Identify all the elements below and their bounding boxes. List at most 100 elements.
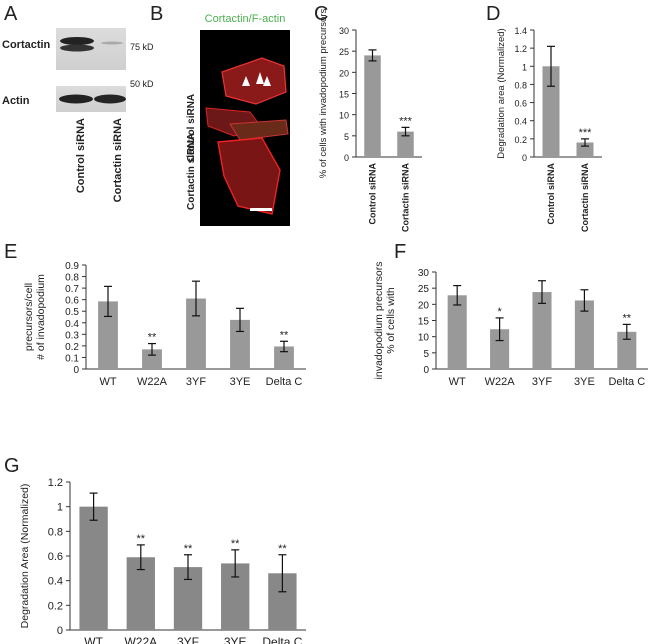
- panel-label: E: [4, 241, 17, 263]
- y-tick-label: 1.2: [48, 477, 63, 489]
- blot-row-label: Actin: [2, 95, 30, 107]
- y-tick-label: 0.8: [514, 80, 527, 90]
- scale-bar: [250, 208, 272, 211]
- marker-label: 75 kD: [130, 42, 154, 52]
- y-tick-label: 0: [344, 153, 349, 163]
- bar: [186, 298, 206, 369]
- bar: [532, 292, 552, 369]
- x-tick-label: WT: [84, 635, 103, 644]
- blot-band: [101, 41, 123, 45]
- bar: [576, 142, 594, 157]
- bar: [617, 331, 637, 369]
- blot-band: [60, 37, 94, 45]
- y-tick-label: 10: [339, 111, 349, 121]
- y-axis-label: precursors/cell: [23, 283, 35, 351]
- y-tick-label: 5: [344, 132, 349, 142]
- panel-label: B: [150, 3, 163, 25]
- x-tick-label: WT: [99, 376, 116, 388]
- significance: **: [231, 538, 240, 550]
- y-axis-label: % of cells with: [385, 287, 397, 354]
- y-tick-label: 0.7: [65, 284, 79, 295]
- bar: [79, 506, 108, 630]
- x-tick-label: Cortactin siRNA: [401, 163, 411, 233]
- y-tick-label: 0.6: [65, 296, 79, 307]
- blot-band: [59, 94, 93, 104]
- bar: [574, 300, 594, 369]
- image-row-label: Control siRNA: [186, 94, 197, 162]
- x-tick-label: 3YE: [224, 635, 247, 644]
- x-tick-label: W22A: [485, 376, 516, 388]
- x-tick-label: Delta C: [608, 376, 645, 388]
- panel-label: C: [314, 3, 328, 25]
- y-tick-label: 25: [339, 47, 349, 57]
- y-tick-label: 0.6: [48, 551, 63, 563]
- cell: [217, 137, 281, 215]
- x-tick-label: 3YF: [186, 376, 206, 388]
- y-tick-label: 30: [339, 26, 349, 36]
- y-tick-label: 0.4: [514, 117, 527, 127]
- x-tick-label: 3YE: [230, 376, 251, 388]
- lane-label: Control siRNA: [75, 118, 87, 193]
- y-tick-label: 0.8: [65, 273, 79, 284]
- bar: [364, 55, 381, 157]
- y-tick-label: 0.1: [65, 353, 79, 364]
- panel-label: F: [394, 241, 406, 263]
- blot-band: [94, 94, 126, 104]
- y-tick-label: 0.4: [48, 576, 63, 588]
- y-axis-label: Degradation area (Normalized): [496, 28, 507, 158]
- y-tick-label: 25: [418, 284, 430, 295]
- significance: **: [280, 329, 289, 341]
- bar: [98, 301, 118, 369]
- significance: *: [497, 306, 502, 318]
- y-tick-label: 0: [423, 365, 429, 376]
- significance: ***: [399, 115, 413, 127]
- panel-label: D: [486, 3, 500, 25]
- y-tick-label: 0.8: [48, 526, 63, 538]
- bar: [142, 349, 162, 369]
- y-tick-label: 0.2: [514, 135, 527, 145]
- significance: **: [623, 312, 632, 324]
- significance: **: [184, 543, 193, 555]
- bar: [274, 346, 294, 369]
- y-axis-label: # of invadopodium: [35, 274, 47, 360]
- y-tick-label: 0.6: [514, 99, 527, 109]
- y-axis-label: % of cells with invadopodium precursors: [318, 9, 329, 179]
- cell: [221, 57, 287, 105]
- significance: ***: [579, 127, 593, 139]
- y-tick-label: 30: [418, 268, 430, 279]
- y-tick-label: 0: [57, 625, 63, 637]
- y-tick-label: 0.5: [65, 307, 79, 318]
- bar: [542, 66, 560, 157]
- y-tick-label: 1: [522, 62, 527, 72]
- bar: [447, 295, 467, 369]
- bar: [397, 131, 414, 157]
- image-row-label: Cortactin siRNA: [186, 133, 197, 210]
- y-tick-label: 20: [339, 68, 349, 78]
- y-tick-label: 15: [418, 317, 430, 328]
- x-tick-label: W22A: [124, 635, 157, 644]
- y-axis-label: invadopodium precursors: [373, 262, 385, 380]
- y-tick-label: 0.3: [65, 330, 79, 341]
- y-axis-label: Degradation Area (Normalized): [19, 484, 31, 629]
- x-tick-label: Control siRNA: [368, 163, 378, 225]
- y-tick-label: 5: [423, 349, 429, 360]
- blot-band: [60, 44, 94, 52]
- x-tick-label: WT: [449, 376, 466, 388]
- y-tick-label: 10: [418, 333, 430, 344]
- x-tick-label: 3YF: [532, 376, 552, 388]
- y-tick-label: 0.4: [65, 319, 79, 330]
- x-tick-label: Delta C: [266, 376, 303, 388]
- x-tick-label: Delta C: [262, 635, 302, 644]
- bar: [490, 329, 510, 369]
- y-tick-label: 20: [418, 300, 430, 311]
- y-tick-label: 1.2: [514, 44, 527, 54]
- y-tick-label: 0.9: [65, 261, 79, 272]
- y-tick-label: 1.4: [514, 26, 527, 36]
- x-tick-label: Control siRNA: [546, 163, 556, 225]
- blot-row-label: Cortactin: [2, 39, 51, 51]
- y-tick-label: 0: [522, 153, 527, 163]
- y-tick-label: 0.2: [65, 342, 79, 353]
- image-title: Cortactin/F-actin: [205, 13, 286, 25]
- x-tick-label: 3YE: [574, 376, 595, 388]
